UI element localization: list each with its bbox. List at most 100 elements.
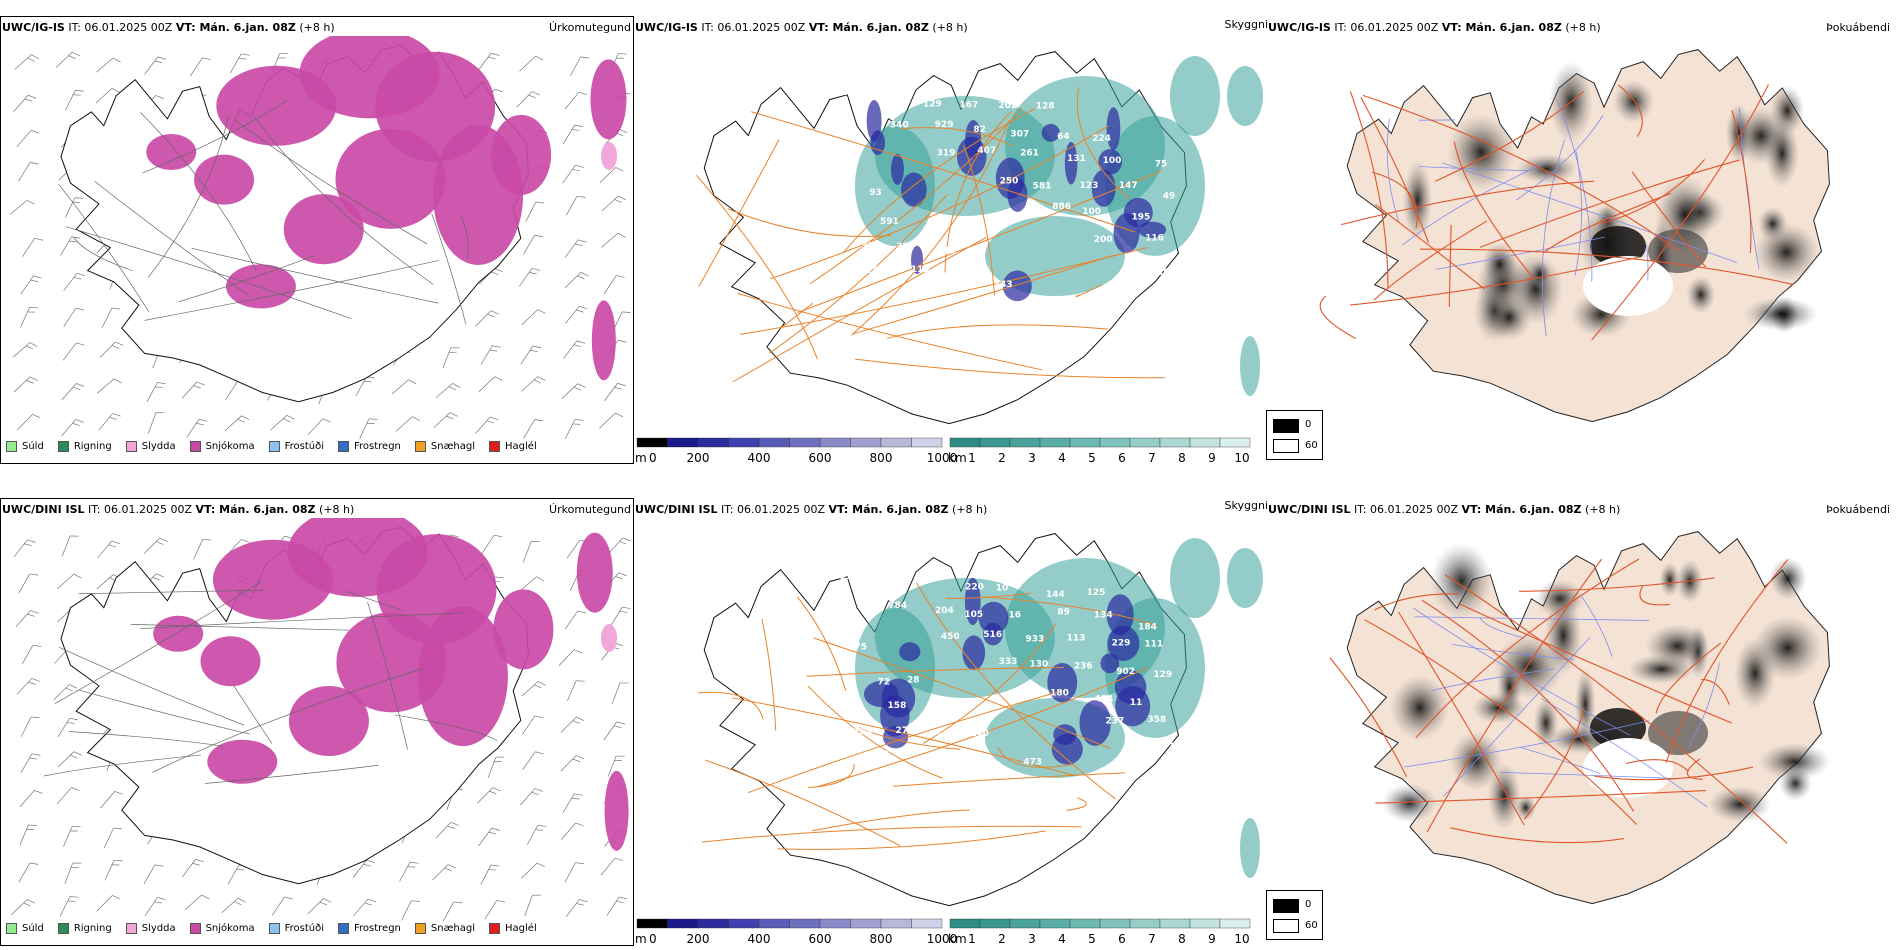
cloud-height-label: 896 <box>982 761 1001 771</box>
visibility-scale-bin <box>979 918 1011 929</box>
height-scale-bin <box>667 437 699 448</box>
height-tick: 600 <box>809 932 832 946</box>
wind-barb <box>567 680 585 702</box>
fog-area <box>1708 786 1771 823</box>
cloud-height-label: 147 <box>1119 181 1138 191</box>
legend-label: Frostúði <box>284 441 324 452</box>
wind-barb <box>522 751 544 770</box>
height-scale: m 0 200 400 600 800 1000 <box>635 918 957 946</box>
wind-barb <box>229 53 250 74</box>
wind-barb <box>15 609 39 627</box>
cloud-height-label: 229 <box>1112 639 1131 649</box>
fog-area <box>1533 697 1559 749</box>
fog-min-label: 60 <box>1305 920 1318 931</box>
cloud-height-label: 473 <box>1023 757 1042 767</box>
fog-area <box>1753 222 1819 282</box>
wind-barb <box>97 378 122 394</box>
road-network <box>43 581 498 784</box>
fog-area <box>1481 242 1518 286</box>
snow-area <box>590 59 627 140</box>
height-scale-bin <box>911 437 943 448</box>
cloud-height-label: 134 <box>1094 610 1113 620</box>
wind-barb <box>61 419 84 437</box>
wind-barb <box>55 51 80 68</box>
cloud-base-area <box>1053 724 1077 745</box>
top-precip-panel: UWC/IG-IS IT: 06.01.2025 00Z VT: Mán. 6.… <box>0 0 635 470</box>
height-unit: m <box>635 451 647 465</box>
cloud-height-label: 180 <box>1050 688 1069 698</box>
wind-barb <box>100 791 123 809</box>
lead-time: (+8 h) <box>1565 21 1601 34</box>
cloud-height-label: 135 <box>1150 268 1169 278</box>
wind-barb <box>521 862 545 879</box>
wind-barb <box>603 275 625 295</box>
wind-barb <box>521 376 546 392</box>
cloud-height-label: 129 <box>854 727 873 737</box>
visibility-tick: 7 <box>1148 451 1156 465</box>
height-scale-bin <box>789 918 821 929</box>
wind-barb <box>435 383 461 398</box>
cloud-height-label: 261 <box>1020 148 1039 158</box>
wind-barb <box>352 859 375 878</box>
valid-time: VT: Mán. 6.jan. 08Z <box>1461 503 1582 516</box>
init-time: IT: 06.01.2025 00Z <box>1334 21 1439 34</box>
cloud-base-area <box>1115 685 1151 727</box>
cloud-base-area <box>1138 221 1167 238</box>
legend-label: Slydda <box>141 923 176 934</box>
model-name: UWC/IG-IS <box>2 21 65 34</box>
fog-area <box>1765 118 1800 189</box>
wind-barb <box>57 751 82 768</box>
wind-barb <box>601 232 626 248</box>
cloud-height-label: 784 <box>888 601 907 611</box>
snow-area <box>194 154 255 205</box>
cloud-height-label: 118 <box>940 269 959 279</box>
legend-label: Súld <box>22 441 44 452</box>
fog-max-swatch <box>1273 899 1299 913</box>
wind-barb <box>480 345 501 365</box>
cloud-base-area <box>1041 123 1060 142</box>
fog-area <box>1725 103 1752 164</box>
road-network <box>1329 558 1789 844</box>
wind-barb <box>599 412 624 429</box>
wind-barb <box>558 649 583 666</box>
cloud-height-label: 929 <box>935 120 954 130</box>
height-scale: m 0 200 400 600 800 1000 <box>635 437 957 465</box>
wind-barb <box>484 900 506 920</box>
cloud-height-label: 131 <box>1067 154 1086 164</box>
sleet-area <box>601 142 617 170</box>
wind-barb <box>18 573 39 594</box>
legend-swatch <box>6 441 17 452</box>
low-visibility-area <box>1227 548 1263 608</box>
fog-max-label: 0 <box>1305 419 1312 430</box>
legend-label: Rigning <box>73 441 112 452</box>
wind-barb <box>307 418 331 436</box>
cloud-base-area <box>891 153 904 185</box>
precip-legend-item: Rigning <box>57 441 112 452</box>
height-tick: 800 <box>870 451 893 465</box>
wind-barb <box>475 416 499 434</box>
road-network <box>695 87 1165 383</box>
wind-barb <box>65 89 84 111</box>
cloud-height-label: 236 <box>1074 661 1093 671</box>
top-visibility-title: Skyggni <box>1224 18 1268 31</box>
snow-area <box>591 300 616 381</box>
wind-barb <box>63 273 86 292</box>
wind-barb <box>564 610 587 630</box>
height-tick: 600 <box>809 451 832 465</box>
wind-barb <box>189 57 211 77</box>
fog-area <box>1389 674 1450 741</box>
cloud-height-label: 340 <box>890 121 909 131</box>
wind-barb <box>611 682 629 704</box>
fog-area <box>1758 742 1831 781</box>
legend-label: Slydda <box>141 441 176 452</box>
lead-time: (+8 h) <box>952 503 988 516</box>
precip-legend-item: Frostúði <box>268 923 324 934</box>
wind-barb <box>519 267 541 287</box>
valid-time: VT: Mán. 6.jan. 08Z <box>828 503 949 516</box>
height-scale-bin <box>850 918 882 929</box>
precip-legend-item: Slydda <box>125 441 176 452</box>
legend-label: Haglél <box>505 441 537 452</box>
wind-barb <box>10 199 35 215</box>
visibility-tick: 9 <box>1208 932 1216 946</box>
wind-barb <box>18 162 39 182</box>
